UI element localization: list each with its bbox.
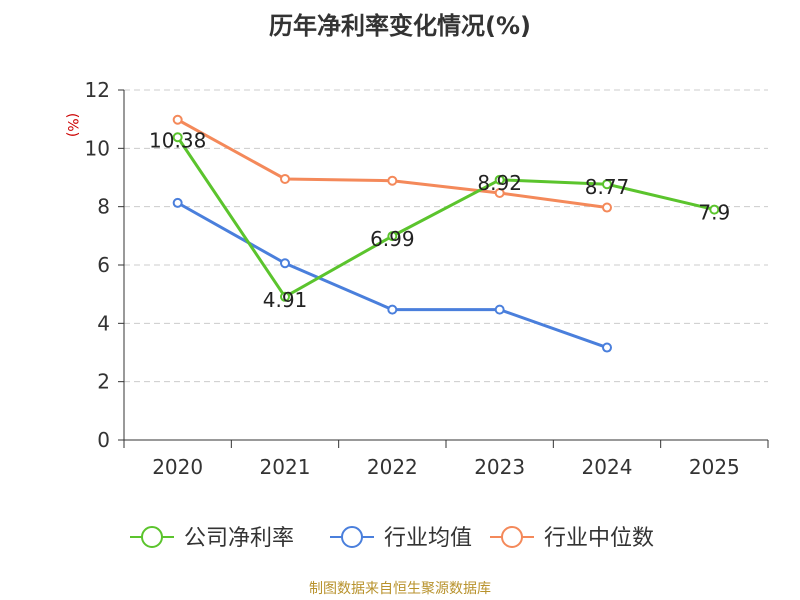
x-tick-label: 2021: [260, 455, 311, 479]
y-tick-label: 2: [97, 370, 110, 394]
y-tick-label: 12: [85, 78, 110, 102]
y-axis-label: (%): [64, 113, 80, 137]
data-point: [280, 291, 290, 302]
legend-swatch-marker: [141, 526, 163, 548]
data-point: [387, 231, 398, 242]
data-label: 8.77: [585, 175, 630, 199]
legend-swatch-marker: [341, 526, 363, 548]
data-label: 7.9: [698, 201, 730, 225]
x-tick-label: 2022: [367, 455, 418, 479]
series-line: [176, 118, 608, 210]
legend-label: 行业均值: [384, 526, 472, 551]
series-line: [176, 201, 608, 349]
data-point: [280, 258, 290, 269]
data-point: [709, 204, 720, 215]
data-point: [494, 174, 505, 185]
data-point: [172, 197, 183, 208]
data-label: 10.38: [149, 128, 206, 152]
x-tick-label: 2024: [582, 455, 633, 479]
data-point: [387, 175, 398, 186]
x-tick-label: 2020: [152, 455, 203, 479]
x-tick-label: 2023: [474, 455, 525, 479]
data-source-note: 制图数据来自恒生聚源数据库: [309, 581, 491, 597]
legend-swatch-marker: [501, 526, 523, 548]
x-tick-label: 2025: [689, 455, 740, 479]
data-point: [494, 187, 505, 198]
series-lines: [172, 114, 720, 353]
legend: 公司净利率 行业均值 行业中位数: [130, 526, 654, 551]
axes: 0 2 4 6 8 10 12 (%) 2020 2021 2022 2023 2024 2025: [64, 78, 769, 479]
data-point: [602, 179, 612, 190]
chart-title: 历年净利率变化情况(%): [269, 12, 531, 40]
series-line: [176, 136, 715, 299]
grid-lines: [124, 89, 768, 383]
y-tick-label: 6: [97, 253, 110, 277]
data-label: 6.99: [370, 227, 415, 251]
data-point: [172, 114, 183, 125]
y-tick-label: 0: [97, 428, 110, 452]
y-tick-label: 8: [97, 195, 110, 219]
data-label: 8.92: [477, 171, 522, 195]
data-point: [602, 202, 612, 213]
data-point: [280, 173, 290, 184]
data-point: [602, 342, 612, 353]
y-tick-label: 4: [97, 311, 110, 335]
data-point: [494, 304, 505, 315]
data-point: [387, 304, 398, 315]
y-tick-label: 10: [85, 136, 110, 160]
data-label: 4.91: [263, 288, 308, 312]
data-labels: 10.38 4.91 6.99 8.92 8.77 7.9: [149, 128, 730, 312]
data-point: [172, 132, 183, 143]
legend-label: 公司净利率: [184, 526, 294, 551]
legend-label: 行业中位数: [544, 526, 654, 551]
